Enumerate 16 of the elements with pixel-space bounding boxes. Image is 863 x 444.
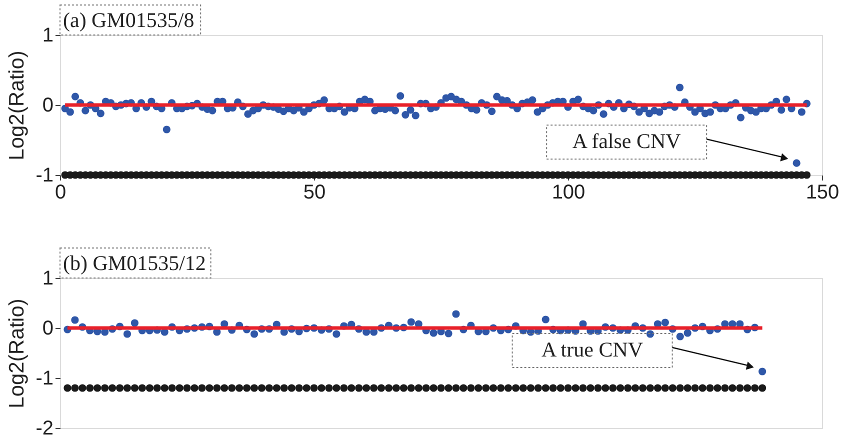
y-tick-label: 1 — [42, 24, 54, 46]
y-tick-label: -1 — [36, 368, 54, 390]
y-tick-label: 0 — [42, 94, 54, 116]
x-tick-label: 100 — [552, 182, 586, 204]
y-axis-title: Log2(Ratio) — [6, 50, 29, 160]
y-tick-label: 0 — [42, 318, 54, 340]
y-tick-label: 1 — [42, 268, 54, 290]
x-tick-label: 150 — [806, 182, 840, 204]
y-axis-title: Log2(Ratio) — [6, 298, 29, 408]
annotation: A true CNV — [542, 338, 644, 362]
chart-title: (a) GM01535/8 — [63, 8, 194, 32]
y-tick-label: -2 — [36, 418, 54, 440]
annotation: A false CNV — [572, 129, 681, 154]
chart-title: (b) GM01535/12 — [63, 251, 206, 275]
x-tick-label: 50 — [303, 182, 326, 204]
y-tick-label: -1 — [36, 164, 54, 186]
